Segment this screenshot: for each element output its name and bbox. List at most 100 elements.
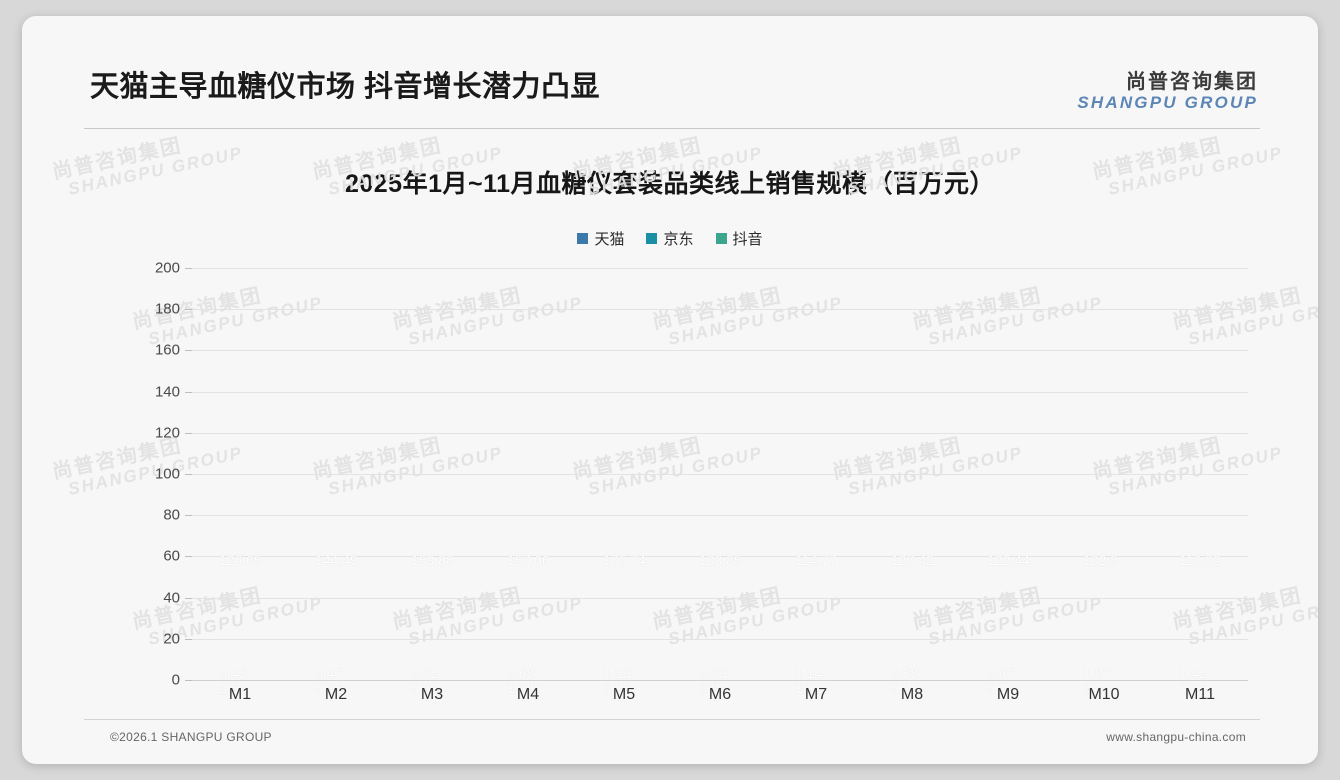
gridline: 100 bbox=[155, 466, 1248, 483]
bar-group: 110.82 7.36 1.42 bbox=[1152, 268, 1248, 695]
bar-value-label: 159.88 bbox=[411, 552, 454, 569]
chart-area: 天猫 京东 抖音 200 180 160 140 120 100 80 60 40 20 0 126.6… bbox=[22, 216, 1318, 716]
bar-value-label: 5.46 bbox=[315, 680, 343, 696]
gridline: 120 bbox=[155, 424, 1248, 441]
y-axis-tick-mark bbox=[185, 680, 192, 681]
y-axis-tick-mark bbox=[185, 350, 192, 352]
bar-value-label: 110.82 bbox=[1179, 552, 1221, 569]
legend-label: 天猫 bbox=[594, 231, 625, 248]
bar-value-label: 157.06 bbox=[507, 552, 550, 569]
legend-item-京东[interactable]: 京东 bbox=[646, 228, 694, 249]
y-axis-tick-label: 160 bbox=[154, 341, 180, 359]
bar-group: 114.77 18.22 1.14 bbox=[768, 268, 864, 695]
x-axis-tick-label: M11 bbox=[1185, 686, 1215, 703]
x-axis-tick-label: M6 bbox=[708, 686, 732, 703]
bar-value-label: 5.23 bbox=[891, 680, 919, 696]
bar-value-label: 0.72 bbox=[411, 665, 439, 681]
legend-item-抖音[interactable]: 抖音 bbox=[715, 228, 763, 249]
gridline: 200 bbox=[155, 260, 1248, 277]
bar-value-label: 1.14 bbox=[795, 665, 823, 681]
footer-copyright: ©2026.1 SHANGPU GROUP bbox=[110, 730, 272, 744]
bar-group: 122.44 5.2 0.66 bbox=[960, 268, 1056, 695]
bar-value-label: 6.85 bbox=[603, 680, 631, 696]
footer-website[interactable]: www.shangpu-china.com bbox=[1106, 730, 1246, 744]
legend-swatch-icon bbox=[646, 233, 658, 244]
y-axis-tick-label: 60 bbox=[163, 547, 180, 565]
x-axis-tick-label: M1 bbox=[228, 686, 252, 703]
bar-series-container: 126.65 2.6 0.45 144.49 5.46 0.46 159.88 5.69 0.7… bbox=[192, 268, 1248, 695]
bar-value-label: 1.19 bbox=[603, 665, 631, 681]
bar-value-label: 6.4 bbox=[1083, 680, 1103, 696]
bar-value-label: 170.74 bbox=[603, 552, 646, 569]
y-axis-tick-label: 100 bbox=[154, 465, 180, 483]
y-axis-tick-label: 140 bbox=[154, 383, 180, 401]
chart-legend: 天猫 京东 抖音 bbox=[22, 228, 1318, 249]
footer-divider bbox=[84, 719, 1260, 720]
y-axis-tick-label: 180 bbox=[154, 300, 180, 318]
x-axis-tick-label: M4 bbox=[516, 686, 540, 703]
x-axis-tick-label: M3 bbox=[420, 686, 444, 703]
legend-swatch-icon bbox=[577, 233, 589, 244]
y-axis-tick-mark bbox=[185, 597, 192, 599]
x-axis-tick-label: M9 bbox=[996, 686, 1020, 703]
bar-group: 126.65 2.6 0.45 bbox=[192, 268, 288, 695]
x-axis-tick-label: M10 bbox=[1088, 686, 1120, 703]
slide-page: 天猫主导血糖仪市场 抖音增长潜力凸显 尚普咨询集团 SHANGPU GROUP … bbox=[22, 16, 1318, 764]
bar-group: 159.88 5.69 0.72 bbox=[384, 268, 480, 695]
bar-value-label: 0.45 bbox=[219, 665, 247, 681]
y-axis-tick-label: 40 bbox=[163, 589, 180, 607]
bar-value-label: 133.85 bbox=[699, 552, 742, 569]
bar-group: 157.06 10.87 0.68 bbox=[480, 268, 576, 695]
gridline: 40 bbox=[163, 589, 1248, 606]
legend-swatch-icon bbox=[715, 233, 727, 244]
bar-value-label: 1.87 bbox=[1083, 665, 1111, 681]
logo-english-text: SHANGPU GROUP bbox=[1077, 93, 1258, 112]
y-axis-tick-mark bbox=[185, 268, 192, 269]
bar-group: 127.42 5.23 0.58 bbox=[864, 268, 960, 695]
gridline: 20 bbox=[163, 630, 1248, 647]
bar-value-label: 122.44 bbox=[987, 552, 1030, 569]
bar-value-label: 18.22 bbox=[795, 680, 831, 696]
x-axis-tick-label: M7 bbox=[804, 686, 828, 703]
y-axis-tick-mark bbox=[185, 432, 192, 434]
gridline: 160 bbox=[155, 342, 1248, 359]
y-axis-tick-mark bbox=[185, 309, 192, 311]
bar-value-label: 2.6 bbox=[219, 680, 239, 696]
bar-group: 144.49 5.46 0.46 bbox=[288, 268, 384, 695]
bar-group: 132.8 6.4 1.87 bbox=[1056, 268, 1152, 695]
bar-value-label: 127.42 bbox=[891, 552, 934, 569]
x-axis-tick-label: M5 bbox=[612, 686, 636, 703]
gridline: 60 bbox=[163, 548, 1248, 565]
gridline: 80 bbox=[163, 507, 1248, 524]
gridline: 140 bbox=[155, 383, 1248, 400]
bar-value-label: 5.2 bbox=[987, 680, 1007, 696]
page-title: 天猫主导血糖仪市场 抖音增长潜力凸显 bbox=[90, 71, 601, 103]
bar-value-label: 0.66 bbox=[987, 665, 1015, 681]
legend-item-天猫[interactable]: 天猫 bbox=[577, 228, 624, 249]
y-axis-tick-mark bbox=[185, 556, 192, 558]
bar-value-label: 144.49 bbox=[315, 552, 358, 569]
bar-group: 170.74 6.85 1.19 bbox=[576, 268, 672, 695]
x-axis-labels: M1 M2 M3 M4 M5 M6 M7 M8 M9 M10 M11 bbox=[192, 686, 1248, 704]
bar-value-label: 10.87 bbox=[507, 680, 543, 696]
bar-value-label: 5.69 bbox=[411, 680, 439, 696]
bar-value-label: 0.79 bbox=[699, 665, 727, 681]
bar-value-label: 1.42 bbox=[1179, 665, 1207, 681]
y-axis-tick-label: 80 bbox=[163, 506, 180, 524]
bar-value-label: 7.36 bbox=[1179, 680, 1207, 696]
y-axis-tick-label: 0 bbox=[171, 671, 180, 689]
legend-label: 抖音 bbox=[732, 231, 763, 248]
bar-value-label: 0.68 bbox=[507, 665, 535, 681]
bar-value-label: 0.58 bbox=[891, 665, 919, 681]
y-axis-tick-label: 20 bbox=[163, 630, 180, 648]
header-divider bbox=[84, 128, 1260, 129]
y-axis-tick-mark bbox=[185, 515, 192, 517]
x-axis-tick-label: M8 bbox=[900, 686, 924, 703]
bar-value-label: 114.77 bbox=[795, 552, 837, 569]
logo-chinese-text: 尚普咨询集团 bbox=[1126, 71, 1258, 93]
gridline: 0 bbox=[172, 672, 1248, 689]
brand-logo: 尚普咨询集团 SHANGPU GROUP bbox=[1077, 72, 1258, 112]
bar-value-label: 0.46 bbox=[315, 665, 343, 681]
bar-value-label: 126.65 bbox=[219, 552, 262, 569]
